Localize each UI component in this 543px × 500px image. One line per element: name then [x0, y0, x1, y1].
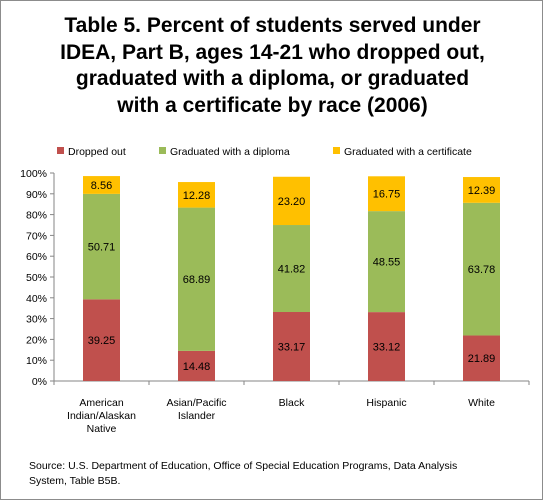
- bar-segment: [273, 225, 310, 313]
- y-tick-label: 40%: [26, 293, 47, 305]
- category-label: Asian/Pacific: [166, 397, 226, 409]
- legend-label: Dropped out: [68, 146, 126, 158]
- data-label: 33.12: [373, 342, 401, 354]
- source-line: System, Table B5B.: [29, 475, 121, 487]
- data-label: 23.20: [278, 196, 306, 208]
- data-label: 21.89: [468, 353, 496, 365]
- legend-swatch: [57, 147, 64, 154]
- y-tick-label: 50%: [26, 272, 47, 284]
- bar-segment: [178, 207, 215, 351]
- y-tick-label: 60%: [26, 251, 47, 263]
- chart-title: Table 5. Percent of students served unde…: [21, 13, 524, 119]
- category-label: Hispanic: [366, 397, 406, 409]
- bar-segment: [463, 202, 500, 336]
- category-label: American: [79, 397, 124, 409]
- y-tick-label: 100%: [20, 168, 47, 180]
- category-label: White: [468, 397, 495, 409]
- source-note: Source: U.S. Department of Education, Of…: [29, 459, 519, 489]
- bar-segment: [83, 299, 120, 381]
- y-tick-label: 10%: [26, 355, 47, 367]
- data-label: 63.78: [468, 264, 496, 276]
- data-label: 33.17: [278, 342, 306, 354]
- bar-segment: [83, 176, 120, 194]
- bar-segment: [368, 312, 405, 381]
- chart-title-line: IDEA, Part B, ages 14-21 who dropped out…: [60, 40, 485, 64]
- y-tick-label: 80%: [26, 210, 47, 222]
- legend-swatch: [333, 147, 340, 154]
- data-label: 41.82: [278, 264, 306, 276]
- data-label: 50.71: [88, 242, 116, 254]
- data-label: 16.75: [373, 189, 401, 201]
- data-label: 14.48: [183, 361, 211, 373]
- source-line: Source: U.S. Department of Education, Of…: [29, 460, 458, 472]
- data-label: 68.89: [183, 274, 211, 286]
- bar-segment: [368, 211, 405, 313]
- bar-segment: [178, 350, 215, 381]
- legend-label: Graduated with a diploma: [170, 146, 290, 158]
- data-label: 8.56: [91, 180, 112, 192]
- bar-segment: [273, 176, 310, 226]
- data-label: 12.28: [183, 190, 211, 202]
- bar-segment: [83, 193, 120, 300]
- y-tick-label: 0%: [32, 376, 47, 388]
- legend-swatch: [159, 147, 166, 154]
- data-label: 48.55: [373, 257, 401, 269]
- bar-segment: [178, 182, 215, 208]
- bar-segment: [273, 312, 310, 381]
- bar-segment: [463, 177, 500, 203]
- y-tick-label: 20%: [26, 334, 47, 346]
- bar-segment: [463, 335, 500, 381]
- data-label: 39.25: [88, 335, 116, 347]
- y-tick-label: 90%: [26, 189, 47, 201]
- category-label: Native: [87, 423, 117, 435]
- category-label: Indian/Alaskan: [67, 410, 136, 422]
- chart-title-line: graduated with a diploma, or graduated: [75, 67, 470, 90]
- chart-title-line: Table 5. Percent of students served unde…: [64, 14, 481, 37]
- category-label: Black: [279, 397, 305, 409]
- data-label: 12.39: [468, 185, 496, 197]
- bar-segment: [368, 176, 405, 212]
- y-tick-label: 30%: [26, 314, 47, 326]
- category-label: Islander: [178, 410, 216, 422]
- chart-title-line: with a certificate by race (2006): [117, 93, 428, 117]
- legend-label: Graduated with a certificate: [344, 146, 472, 158]
- y-tick-label: 70%: [26, 230, 47, 242]
